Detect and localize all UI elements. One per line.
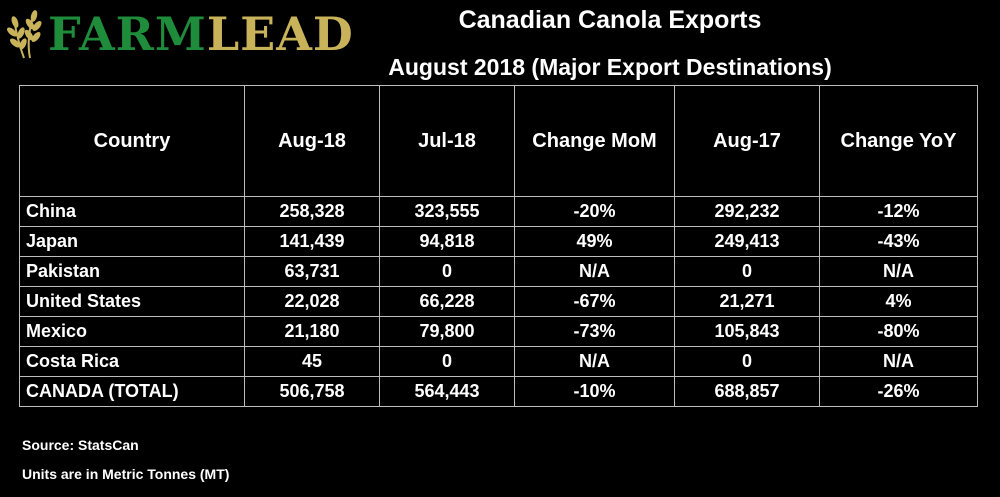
change-yoy-cell: -43% — [819, 226, 978, 257]
change-mom-cell: N/A — [514, 256, 675, 287]
header-aug-18: Aug-18 — [244, 85, 380, 197]
country-cell: Japan — [19, 226, 245, 257]
source-note: Source: StatsCan — [22, 437, 139, 453]
table-row: Costa Rica 45 0 N/A 0 N/A — [19, 346, 978, 377]
logo-lead: LEAD — [206, 7, 354, 61]
chart-subtitle: August 2018 (Major Export Destinations) — [388, 54, 832, 80]
change-mom-cell: -20% — [514, 196, 675, 227]
aug-18-cell: 21,180 — [244, 316, 380, 347]
header-change-yoy: Change YoY — [819, 85, 978, 197]
change-yoy-cell: N/A — [819, 346, 978, 377]
aug-18-cell: 506,758 — [244, 376, 380, 407]
aug-17-cell: 0 — [674, 256, 820, 287]
jul-18-cell: 0 — [379, 346, 515, 377]
aug-17-cell: 105,843 — [674, 316, 820, 347]
jul-18-cell: 0 — [379, 256, 515, 287]
aug-17-cell: 688,857 — [674, 376, 820, 407]
aug-17-cell: 0 — [674, 346, 820, 377]
jul-18-cell: 94,818 — [379, 226, 515, 257]
jul-18-cell: 79,800 — [379, 316, 515, 347]
aug-18-cell: 22,028 — [244, 286, 380, 317]
change-yoy-cell: -80% — [819, 316, 978, 347]
change-mom-cell: -73% — [514, 316, 675, 347]
change-mom-cell: 49% — [514, 226, 675, 257]
header-change-mom: Change MoM — [514, 85, 675, 197]
logo-farm: FARM — [48, 7, 207, 61]
header-aug-17: Aug-17 — [674, 85, 820, 197]
aug-18-cell: 258,328 — [244, 196, 380, 227]
country-cell: CANADA (TOTAL) — [19, 376, 245, 407]
units-note: Units are in Metric Tonnes (MT) — [22, 466, 230, 482]
change-yoy-cell: -26% — [819, 376, 978, 407]
change-mom-cell: N/A — [514, 346, 675, 377]
jul-18-cell: 564,443 — [379, 376, 515, 407]
aug-18-cell: 141,439 — [244, 226, 380, 257]
aug-18-cell: 45 — [244, 346, 380, 377]
country-cell: United States — [19, 286, 245, 317]
header-country: Country — [19, 85, 245, 197]
header-row: Country Aug-18 Jul-18 Change MoM Aug-17 … — [19, 85, 978, 197]
country-cell: Costa Rica — [19, 346, 245, 377]
table-body: China 258,328 323,555 -20% 292,232 -12% Japan 1… — [19, 196, 978, 407]
change-mom-cell: -67% — [514, 286, 675, 317]
jul-18-cell: 66,228 — [379, 286, 515, 317]
table-row: Japan 141,439 94,818 49% 249,413 -43% — [19, 226, 978, 257]
aug-18-cell: 63,731 — [244, 256, 380, 287]
table-row: United States 22,028 66,228 -67% 21,271 4% — [19, 286, 978, 317]
table-row: CANADA (TOTAL) 506,758 564,443 -10% 688,857-… — [19, 376, 978, 407]
aug-17-cell: 249,413 — [674, 226, 820, 257]
change-yoy-cell: -12% — [819, 196, 978, 227]
logo-wordmark: FARMLEAD — [48, 11, 354, 57]
change-yoy-cell: N/A — [819, 256, 978, 287]
change-mom-cell: -10% — [514, 376, 675, 407]
table-row: Mexico 21,180 79,800 -73% 105,843 -80% — [19, 316, 978, 347]
header-jul-18: Jul-18 — [379, 85, 515, 197]
jul-18-cell: 323,555 — [379, 196, 515, 227]
change-yoy-cell: 4% — [819, 286, 978, 317]
aug-17-cell: 21,271 — [674, 286, 820, 317]
country-cell: China — [19, 196, 245, 227]
chart-title: Canadian Canola Exports — [458, 6, 762, 34]
table-row: Pakistan 63,731 0 N/A 0 N/A — [19, 256, 978, 287]
aug-17-cell: 292,232 — [674, 196, 820, 227]
country-cell: Pakistan — [19, 256, 245, 287]
wheat-icon — [7, 10, 42, 59]
table-row: China 258,328 323,555 -20% 292,232 -12% — [19, 196, 978, 227]
farmlead-logo: FARMLEAD — [6, 5, 354, 63]
country-cell: Mexico — [19, 316, 245, 347]
exports-table: Country Aug-18 Jul-18 Change MoM Aug-17 … — [19, 85, 978, 407]
